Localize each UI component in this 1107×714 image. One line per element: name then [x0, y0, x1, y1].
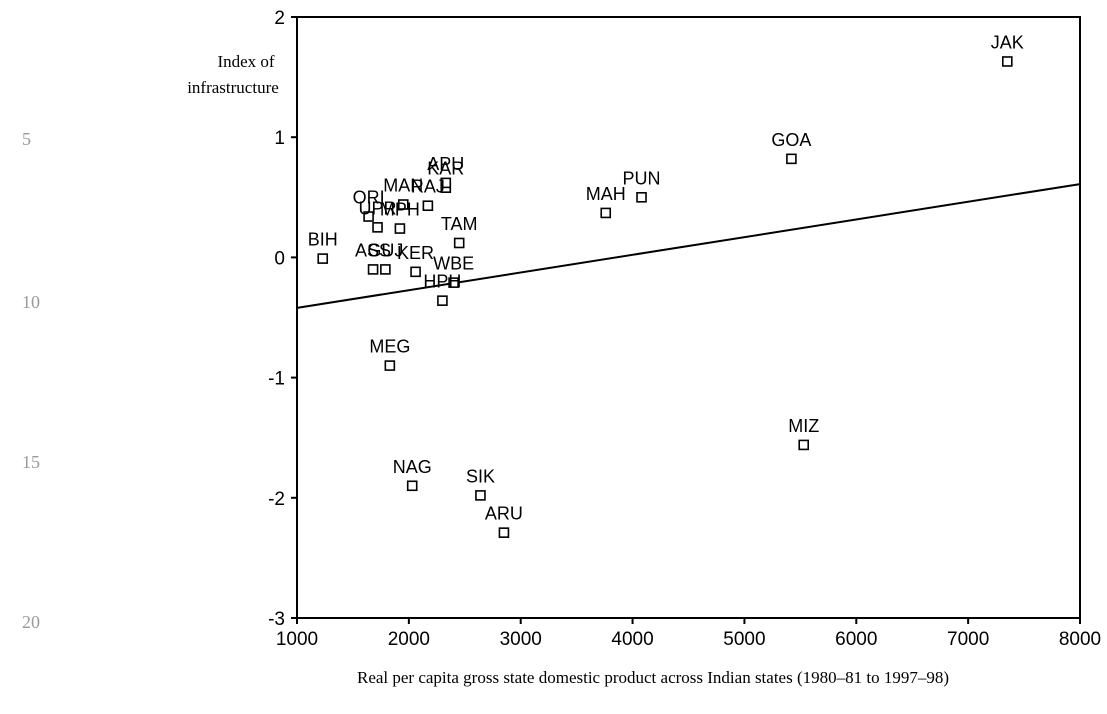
point-label: ASS — [355, 240, 391, 260]
point-label: MIZ — [788, 416, 819, 436]
x-tick-label: 2000 — [388, 629, 430, 650]
point-marker — [397, 199, 409, 210]
line-number: 5 — [22, 129, 31, 149]
point-marker — [798, 439, 810, 451]
point-label: MEG — [369, 337, 410, 357]
point-label: RAJ — [411, 177, 445, 197]
point-marker — [498, 527, 510, 538]
point-label: HPH — [423, 272, 461, 292]
x-tick-label: 4000 — [611, 629, 653, 650]
y-tick-label: 0 — [274, 248, 285, 269]
point-label: ARU — [485, 504, 523, 524]
line-numbers: 5 10 15 20 — [22, 129, 40, 632]
point-marker — [1001, 56, 1013, 67]
point-marker — [394, 223, 406, 234]
point-label: GOA — [771, 130, 811, 150]
line-number: 20 — [22, 612, 40, 632]
point-label: MAH — [586, 184, 626, 204]
point-label: TAM — [441, 214, 478, 234]
point-label: NAG — [393, 457, 432, 477]
x-tick-label: 1000 — [276, 629, 318, 650]
point-label: PUN — [623, 168, 661, 188]
y-tick-label: -1 — [268, 369, 285, 390]
point-label: WBE — [433, 254, 474, 274]
x-tick-label: 5000 — [723, 629, 765, 650]
x-tick-label: 7000 — [947, 629, 989, 650]
y-tick-label: 1 — [274, 128, 285, 149]
point-marker — [422, 200, 434, 212]
x-axis-title: Real per capita gross state domestic pro… — [357, 668, 949, 687]
point-marker — [380, 264, 391, 275]
point-marker — [475, 490, 486, 501]
y-axis-title-line-1: Index of — [217, 52, 274, 71]
point-marker — [437, 295, 448, 306]
point-marker — [448, 277, 459, 288]
point-label: BIH — [308, 230, 338, 250]
line-number: 10 — [22, 292, 40, 312]
trend-line-group — [296, 183, 1081, 309]
point-marker — [410, 266, 421, 278]
y-tick-label: 2 — [274, 8, 285, 29]
point-marker — [453, 237, 465, 249]
point-marker — [372, 222, 383, 233]
x-tick-label: 3000 — [500, 629, 542, 650]
point-label: UPR — [359, 198, 397, 218]
axis-titles: Index of infrastructure Real per capita … — [187, 52, 949, 687]
plot-frame — [296, 16, 1081, 619]
point-label: APU — [427, 154, 464, 174]
y-axis-title-line-2: infrastructure — [187, 78, 279, 97]
point-marker — [363, 211, 374, 222]
point-label: SIK — [466, 466, 495, 486]
y-tick-label: -2 — [268, 489, 285, 510]
point-marker — [384, 360, 396, 371]
point-marker — [367, 264, 379, 275]
point-label: MAN — [383, 176, 423, 196]
point-marker — [440, 177, 452, 189]
trend-line — [296, 183, 1081, 309]
line-number: 15 — [22, 452, 40, 472]
point-label: GUJ — [367, 240, 403, 260]
point-label: ORI — [353, 188, 385, 208]
point-label: MPH — [380, 200, 420, 220]
point-label: JAK — [991, 32, 1024, 52]
point-marker — [406, 480, 418, 492]
point-marker — [636, 192, 647, 203]
axes: 1000 2000 3000 4000 5000 6000 7000 8000 2 1 0 -1 -2 -… — [268, 8, 1101, 650]
point-marker — [317, 253, 329, 264]
point-label: KAR — [427, 159, 464, 179]
point-marker — [786, 153, 797, 165]
x-tick-label: 6000 — [835, 629, 877, 650]
point-label: KER — [397, 243, 434, 263]
point-marker — [600, 207, 612, 219]
y-tick-label: -3 — [268, 609, 285, 630]
x-tick-label: 8000 — [1059, 629, 1101, 650]
